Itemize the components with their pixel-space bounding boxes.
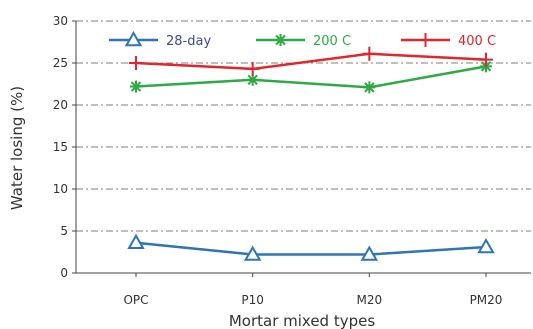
data-point	[363, 81, 376, 94]
y-tick-label: 30	[53, 14, 68, 28]
marker-stroke	[130, 81, 142, 92]
series-line	[135, 52, 487, 71]
y-tick-label: 0	[60, 266, 68, 280]
y-tick-label: 20	[53, 98, 68, 112]
data-point	[129, 56, 143, 70]
data-point	[479, 52, 493, 67]
series-line	[135, 65, 487, 89]
data-point	[127, 233, 145, 250]
x-tick-label: OPC	[123, 293, 148, 307]
legend-marker	[274, 34, 287, 46]
x-tick-labels: OPC P10 M20 PM20	[123, 293, 502, 307]
legend-marker	[418, 33, 433, 47]
y-tick-labels: 0 5 10 15 20 25 30	[53, 14, 68, 280]
legend-item: 28-day	[109, 30, 211, 49]
marker-stroke	[275, 34, 286, 46]
legend-item: 400 C	[401, 33, 496, 49]
series-group	[127, 46, 495, 261]
y-tick-label: 25	[53, 56, 68, 70]
series-28-day	[127, 233, 495, 261]
series-line	[135, 241, 487, 256]
data-point	[360, 245, 379, 261]
legend-label: 400 C	[458, 34, 496, 49]
series-400-c	[129, 46, 493, 76]
legend-label: 28-day	[166, 34, 211, 49]
legend: 28-day 200 C 400 C	[109, 30, 496, 49]
y-tick-label: 10	[53, 182, 68, 196]
x-tick-label: M20	[357, 293, 383, 307]
data-point	[477, 237, 495, 254]
marker-stroke	[247, 74, 258, 86]
data-point	[362, 46, 377, 61]
legend-item: 200 C	[256, 34, 351, 49]
axes	[72, 20, 531, 277]
x-axis-title: Mortar mixed types	[229, 312, 376, 329]
x-tick-label: P10	[241, 293, 264, 307]
data-point	[130, 80, 142, 93]
data-point	[243, 245, 262, 261]
y-tick-label: 15	[53, 140, 68, 154]
legend-label: 200 C	[313, 34, 351, 49]
y-tick-label: 5	[60, 224, 68, 238]
series-200-c	[130, 60, 492, 94]
marker-stroke	[364, 82, 375, 93]
data-point	[245, 61, 260, 76]
legend-marker	[124, 30, 143, 47]
x-tick-label: PM20	[470, 293, 503, 307]
grid-lines	[76, 20, 531, 232]
y-axis-title: Water losing (%)	[8, 86, 26, 210]
